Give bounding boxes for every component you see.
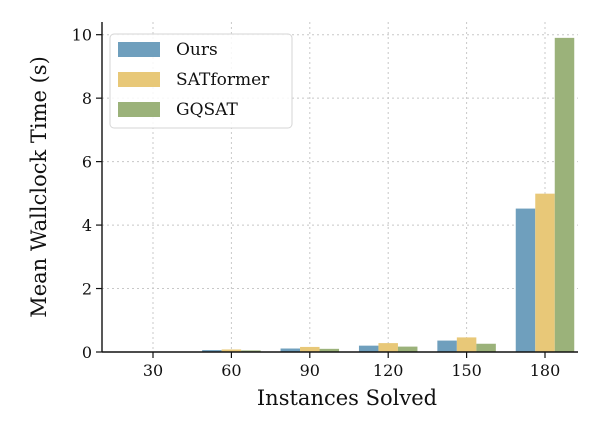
legend-label-satformer: SATformer: [176, 70, 270, 90]
x-tick-label: 60: [221, 361, 241, 380]
bar-satformer-60: [221, 349, 242, 352]
x-tick-label: 120: [373, 361, 404, 380]
y-tick-label: 0: [82, 343, 92, 362]
grid-lines: [102, 22, 578, 352]
bar-ours-90: [280, 348, 301, 352]
bar-ours-120: [358, 345, 379, 352]
legend: Ours SATformer GQSAT: [109, 33, 293, 129]
y-tick-label: 6: [82, 153, 92, 172]
x-tick-label: 150: [451, 361, 482, 380]
y-axis-title: Mean Wallclock Time (s): [27, 56, 51, 318]
bar-satformer-180: [535, 193, 555, 352]
x-ticks: 30 60 90 120 150 180: [143, 352, 560, 380]
bar-gqsat-60: [241, 350, 261, 352]
bar-satformer-120: [378, 343, 398, 352]
x-axis-title: Instances Solved: [257, 386, 437, 410]
legend-label-ours: Ours: [176, 40, 218, 60]
bar-gqsat-90: [319, 348, 340, 352]
y-tick-label: 10: [72, 26, 92, 45]
legend-swatch-ours: [118, 42, 160, 57]
legend-swatch-satformer: [118, 72, 160, 87]
bar-satformer-90: [300, 346, 320, 352]
y-tick-label: 2: [82, 280, 92, 299]
legend-label-gqsat: GQSAT: [176, 100, 239, 120]
bar-gqsat-150: [476, 343, 496, 352]
bar-ours-60: [202, 350, 222, 352]
bar-gqsat-180: [554, 37, 575, 352]
x-tick-label: 180: [530, 361, 561, 380]
y-tick-label: 8: [82, 89, 92, 108]
x-tick-label: 30: [143, 361, 163, 380]
axes: [101, 22, 578, 353]
y-ticks: 0 2 4 6 8 10: [72, 26, 102, 362]
y-tick-label: 4: [82, 216, 92, 235]
bar-ours-180: [515, 208, 536, 352]
legend-swatch-gqsat: [118, 102, 160, 117]
bar-satformer-150: [456, 337, 477, 352]
bar-gqsat-120: [397, 346, 418, 352]
bar-ours-150: [437, 340, 457, 352]
x-tick-label: 90: [300, 361, 320, 380]
bars-group: [123, 37, 575, 353]
